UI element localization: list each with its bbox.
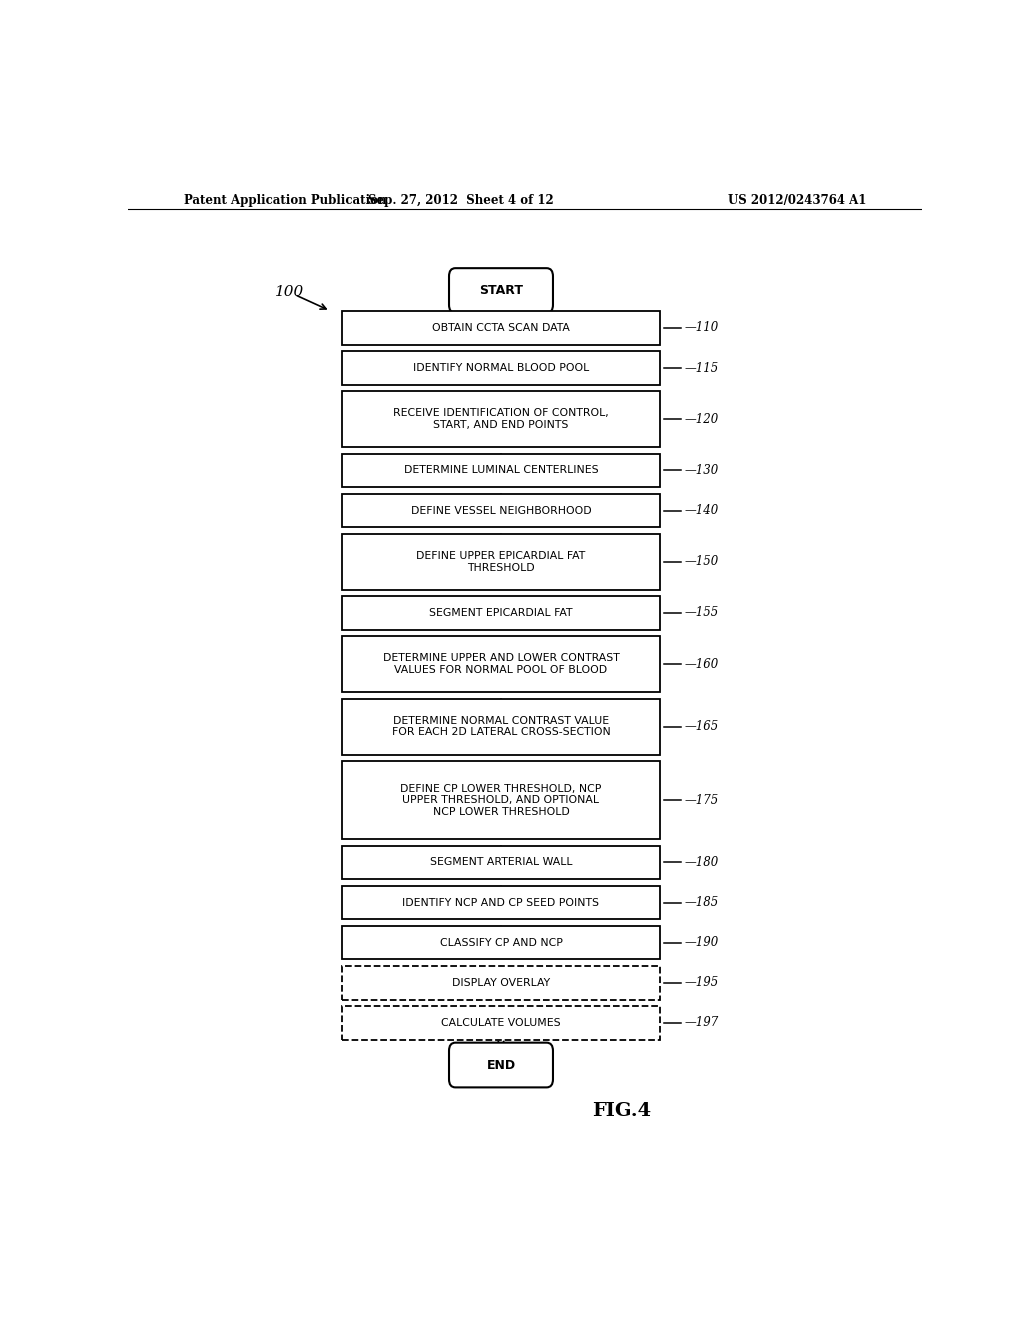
FancyBboxPatch shape [342, 846, 659, 879]
Text: —190: —190 [684, 936, 719, 949]
Text: OBTAIN CCTA SCAN DATA: OBTAIN CCTA SCAN DATA [432, 323, 570, 333]
FancyBboxPatch shape [342, 760, 659, 840]
Text: START: START [479, 284, 523, 297]
FancyBboxPatch shape [342, 925, 659, 960]
Text: —185: —185 [684, 896, 719, 909]
Text: DEFINE VESSEL NEIGHBORHOOD: DEFINE VESSEL NEIGHBORHOOD [411, 506, 591, 516]
Text: —175: —175 [684, 793, 719, 807]
Text: —180: —180 [684, 855, 719, 869]
Text: CLASSIFY CP AND NCP: CLASSIFY CP AND NCP [439, 937, 562, 948]
FancyBboxPatch shape [342, 391, 659, 447]
Text: DETERMINE LUMINAL CENTERLINES: DETERMINE LUMINAL CENTERLINES [403, 466, 598, 475]
Text: DETERMINE NORMAL CONTRAST VALUE
FOR EACH 2D LATERAL CROSS-SECTION: DETERMINE NORMAL CONTRAST VALUE FOR EACH… [391, 715, 610, 738]
Text: —115: —115 [684, 362, 719, 375]
Text: 100: 100 [274, 285, 304, 300]
Text: FIG.4: FIG.4 [592, 1102, 651, 1119]
Text: SEGMENT EPICARDIAL FAT: SEGMENT EPICARDIAL FAT [429, 609, 572, 618]
Text: —150: —150 [684, 556, 719, 568]
FancyBboxPatch shape [342, 351, 659, 385]
Text: —130: —130 [684, 463, 719, 477]
Text: Patent Application Publication: Patent Application Publication [183, 194, 386, 207]
Text: CALCULATE VOLUMES: CALCULATE VOLUMES [441, 1018, 561, 1028]
Text: —160: —160 [684, 657, 719, 671]
Text: —195: —195 [684, 977, 719, 989]
FancyBboxPatch shape [342, 494, 659, 528]
Text: Sep. 27, 2012  Sheet 4 of 12: Sep. 27, 2012 Sheet 4 of 12 [369, 194, 554, 207]
Text: DISPLAY OVERLAY: DISPLAY OVERLAY [452, 978, 550, 987]
Text: —110: —110 [684, 322, 719, 334]
Text: SEGMENT ARTERIAL WALL: SEGMENT ARTERIAL WALL [430, 858, 572, 867]
Text: US 2012/0243764 A1: US 2012/0243764 A1 [728, 194, 866, 207]
FancyBboxPatch shape [449, 268, 553, 313]
FancyBboxPatch shape [342, 597, 659, 630]
FancyBboxPatch shape [342, 1006, 659, 1040]
FancyBboxPatch shape [342, 636, 659, 692]
Text: —197: —197 [684, 1016, 719, 1030]
FancyBboxPatch shape [342, 886, 659, 920]
FancyBboxPatch shape [342, 533, 659, 590]
Text: RECEIVE IDENTIFICATION OF CONTROL,
START, AND END POINTS: RECEIVE IDENTIFICATION OF CONTROL, START… [393, 408, 609, 430]
Text: —155: —155 [684, 606, 719, 619]
Text: IDENTIFY NCP AND CP SEED POINTS: IDENTIFY NCP AND CP SEED POINTS [402, 898, 599, 908]
Text: DETERMINE UPPER AND LOWER CONTRAST
VALUES FOR NORMAL POOL OF BLOOD: DETERMINE UPPER AND LOWER CONTRAST VALUE… [383, 653, 620, 675]
Text: —165: —165 [684, 721, 719, 733]
FancyBboxPatch shape [342, 312, 659, 345]
Text: IDENTIFY NORMAL BLOOD POOL: IDENTIFY NORMAL BLOOD POOL [413, 363, 589, 374]
Text: —120: —120 [684, 413, 719, 426]
Text: END: END [486, 1059, 515, 1072]
Text: —140: —140 [684, 504, 719, 517]
Text: DEFINE UPPER EPICARDIAL FAT
THRESHOLD: DEFINE UPPER EPICARDIAL FAT THRESHOLD [417, 550, 586, 573]
Text: DEFINE CP LOWER THRESHOLD, NCP
UPPER THRESHOLD, AND OPTIONAL
NCP LOWER THRESHOLD: DEFINE CP LOWER THRESHOLD, NCP UPPER THR… [400, 784, 602, 817]
FancyBboxPatch shape [449, 1043, 553, 1088]
FancyBboxPatch shape [342, 454, 659, 487]
FancyBboxPatch shape [342, 966, 659, 999]
FancyBboxPatch shape [342, 698, 659, 755]
